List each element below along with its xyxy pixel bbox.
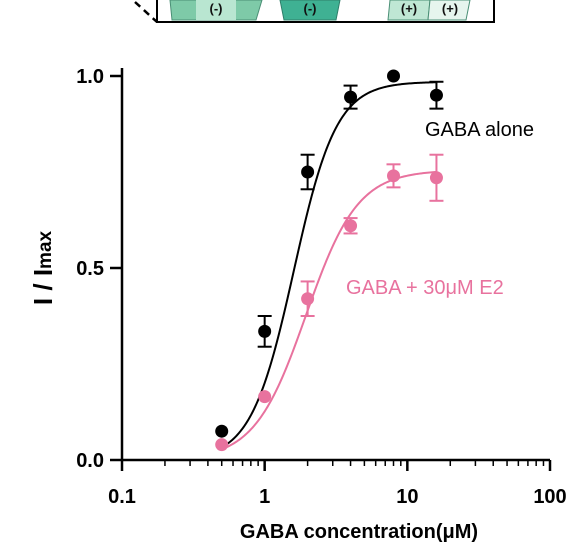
- inset-label-3: (+): [401, 1, 417, 16]
- inset-subunit-2: [279, 0, 341, 21]
- data-point-0-3: [344, 90, 358, 104]
- data-point-1-4: [387, 169, 401, 183]
- y-tick-label-1: 0.5: [76, 258, 104, 280]
- inset-schematic: (-) (-) (+) (+): [134, 0, 495, 23]
- data-point-0-0: [215, 424, 229, 438]
- data-point-1-2: [301, 292, 315, 306]
- y-tick-label-0: 0.0: [76, 450, 104, 472]
- inset-label-2: (-): [304, 1, 317, 16]
- fit-curve-0: [221, 81, 437, 449]
- x-ticks: 0.1 1 10 100: [108, 460, 567, 508]
- data-point-1-1: [258, 390, 272, 404]
- series-layer: [215, 69, 444, 452]
- y-axis-title-main: I / I: [28, 269, 58, 305]
- data-point-0-2: [301, 165, 315, 179]
- legend-label-gaba-alone: GABA alone: [425, 119, 534, 141]
- y-tick-label-2: 1.0: [76, 66, 104, 88]
- series-1: [215, 153, 444, 452]
- legend-label-gaba-e2: GABA + 30μM E2: [346, 277, 504, 299]
- x-tick-label-2: 10: [396, 486, 418, 508]
- inset-pointer-line: [134, 1, 158, 23]
- data-point-0-5: [429, 88, 443, 102]
- x-tick-label-1: 1: [259, 486, 270, 508]
- y-axis-title: I / Imax: [28, 230, 58, 305]
- x-axis-title: GABA concentration(μM): [240, 521, 478, 543]
- inset-subunit-1-highlight: [196, 0, 236, 20]
- data-point-1-3: [344, 219, 358, 233]
- fit-curve-1: [221, 170, 437, 451]
- data-point-1-5: [429, 171, 443, 185]
- data-point-0-4: [387, 69, 401, 83]
- x-tick-label-3: 100: [533, 486, 566, 508]
- inset-label-1: (-): [210, 1, 223, 16]
- series-0: [215, 69, 444, 449]
- inset-label-4: (+): [442, 1, 458, 16]
- axes: [120, 68, 550, 462]
- x-tick-label-0: 0.1: [108, 486, 136, 508]
- y-ticks: 0.0 0.5 1.0: [76, 66, 122, 472]
- y-axis-title-sub: max: [35, 230, 56, 268]
- data-point-0-1: [258, 324, 272, 338]
- data-point-1-0: [215, 438, 229, 452]
- inset-subunit-4: [427, 0, 471, 21]
